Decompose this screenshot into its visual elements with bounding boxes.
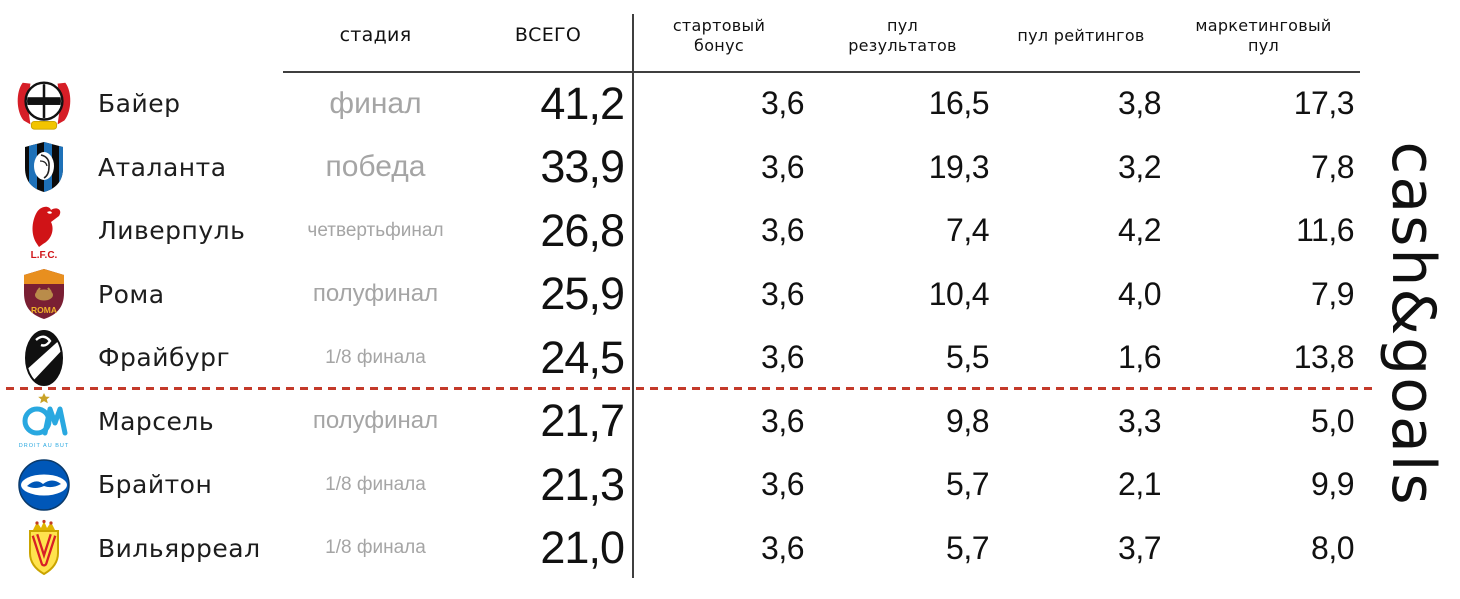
results-pool-value: 10,4 <box>928 275 990 312</box>
results-pool-value: 5,7 <box>946 466 989 503</box>
table-row-freiburg: Фрайбург 1/8 финала 24,5 3,6 5,5 1,6 13,… <box>0 326 1360 390</box>
club-name: Вильярреал <box>98 533 261 563</box>
results-pool-value: 5,5 <box>946 339 989 376</box>
club-logo <box>0 139 88 195</box>
liverpool-logo-icon: L.F.C. <box>31 206 61 260</box>
table-row-liverpool: L.F.C. Ливерпуль четвертьфинал 26,8 3,6 … <box>0 199 1360 263</box>
club-name: Брайтон <box>98 470 213 500</box>
column-header-marketing-pool: маркетинговый пул <box>1167 0 1360 73</box>
total-value: 21,7 <box>540 395 625 447</box>
ratings-pool-value: 4,0 <box>1118 275 1161 312</box>
brighton-logo-icon <box>18 459 70 511</box>
bayer-leverkusen-logo-icon <box>17 81 71 130</box>
club-logo: DROIT AU BUT <box>0 392 88 450</box>
table-row-bayer: Байер финал 41,2 3,6 16,5 3,8 17,3 <box>0 72 1360 136</box>
club-name: Ливерпуль <box>98 216 246 246</box>
start-bonus-value: 3,6 <box>761 275 804 312</box>
table-row-brighton: Брайтон 1/8 финала 21,3 3,6 5,7 2,1 9,9 <box>0 453 1360 517</box>
column-divider-line <box>632 14 634 578</box>
club-logo <box>0 457 88 513</box>
column-header-start-bonus: стартовый бонус <box>628 0 810 73</box>
start-bonus-value: 3,6 <box>761 148 804 185</box>
stage-value: полуфинал <box>312 280 439 308</box>
stage-value: финал <box>329 86 422 120</box>
table-body: Байер финал 41,2 3,6 16,5 3,8 17,3 <box>0 72 1360 580</box>
table-row-roma: ROMA Рома полуфинал 25,9 3,6 10,4 4,0 7,… <box>0 263 1360 327</box>
marketing-pool-value: 9,9 <box>1311 466 1354 503</box>
stage-value: 1/8 финала <box>325 473 426 495</box>
club-logo <box>0 76 88 132</box>
total-value: 21,0 <box>540 522 625 574</box>
stage-value: четвертьфинал <box>307 219 444 241</box>
column-header-ratings-pool: пул рейтингов <box>995 0 1167 73</box>
marketing-pool-value: 7,8 <box>1311 148 1354 185</box>
column-header-total: ВСЕГО <box>468 0 628 73</box>
table-header: стадия ВСЕГО стартовый бонус пул результ… <box>0 0 1360 73</box>
atalanta-logo-icon <box>25 142 63 193</box>
club-logo: L.F.C. <box>0 202 88 260</box>
total-value: 21,3 <box>540 458 625 510</box>
start-bonus-value: 3,6 <box>761 85 804 122</box>
marketing-pool-value: 5,0 <box>1311 402 1354 439</box>
start-bonus-value: 3,6 <box>761 466 804 503</box>
total-value: 24,5 <box>540 331 625 383</box>
villarreal-logo-icon <box>29 520 59 576</box>
svg-text:ROMA: ROMA <box>31 305 57 315</box>
start-bonus-value: 3,6 <box>761 402 804 439</box>
ratings-pool-value: 3,7 <box>1118 529 1161 566</box>
marketing-pool-value: 17,3 <box>1293 85 1355 122</box>
ratings-pool-value: 1,6 <box>1118 339 1161 376</box>
ratings-pool-value: 3,2 <box>1118 148 1161 185</box>
table-row-marseille: DROIT AU BUT Марсель полуфинал 21,7 3,6 … <box>0 390 1360 454</box>
ratings-pool-value: 3,8 <box>1118 85 1161 122</box>
club-name: Аталанта <box>98 152 227 182</box>
table-row-atalanta: Аталанта победа 33,9 3,6 19,3 3,2 7,8 <box>0 136 1360 200</box>
marketing-pool-value: 11,6 <box>1296 212 1354 249</box>
club-name: Марсель <box>98 406 215 436</box>
results-pool-value: 19,3 <box>928 148 990 185</box>
stage-value: победа <box>325 150 426 184</box>
start-bonus-value: 3,6 <box>761 212 804 249</box>
header-logo-spacer <box>0 1 88 72</box>
results-pool-value: 7,4 <box>946 212 989 249</box>
stage-value: 1/8 финала <box>325 537 426 559</box>
svg-text:L.F.C.: L.F.C. <box>31 250 58 260</box>
header-name-spacer <box>88 1 283 72</box>
stage-value: полуфинал <box>312 407 439 435</box>
club-name: Фрайбург <box>98 343 231 373</box>
roma-logo-icon: ROMA <box>24 269 64 320</box>
start-bonus-value: 3,6 <box>761 339 804 376</box>
stage-value: 1/8 финала <box>325 346 426 368</box>
club-logo <box>0 328 88 388</box>
club-logo <box>0 518 88 578</box>
brand-watermark: cash&goals <box>1378 141 1448 507</box>
cutoff-dashed-line <box>6 387 1378 390</box>
marseille-logo-icon: DROIT AU BUT <box>19 393 69 449</box>
table-row-villarreal: Вильярреал 1/8 финала 21,0 3,6 5,7 3,7 8… <box>0 517 1360 581</box>
total-value: 26,8 <box>540 204 625 256</box>
marketing-pool-value: 13,8 <box>1293 339 1355 376</box>
ratings-pool-value: 2,1 <box>1118 466 1161 503</box>
start-bonus-value: 3,6 <box>761 529 804 566</box>
marketing-pool-value: 7,9 <box>1311 275 1354 312</box>
svg-text:DROIT AU BUT: DROIT AU BUT <box>19 443 69 449</box>
ratings-pool-value: 3,3 <box>1118 402 1161 439</box>
club-name: Байер <box>98 89 181 119</box>
results-pool-value: 5,7 <box>946 529 989 566</box>
club-name: Рома <box>98 279 165 309</box>
results-pool-value: 9,8 <box>946 402 989 439</box>
results-pool-value: 16,5 <box>928 85 990 122</box>
ratings-pool-value: 4,2 <box>1118 212 1161 249</box>
total-value: 41,2 <box>540 77 625 129</box>
column-header-stage: стадия <box>283 0 468 73</box>
column-header-results-pool: пул результатов <box>810 0 995 73</box>
total-value: 33,9 <box>540 141 625 193</box>
club-logo: ROMA <box>0 266 88 322</box>
freiburg-logo-icon <box>25 329 63 386</box>
marketing-pool-value: 8,0 <box>1311 529 1354 566</box>
total-value: 25,9 <box>540 268 625 320</box>
